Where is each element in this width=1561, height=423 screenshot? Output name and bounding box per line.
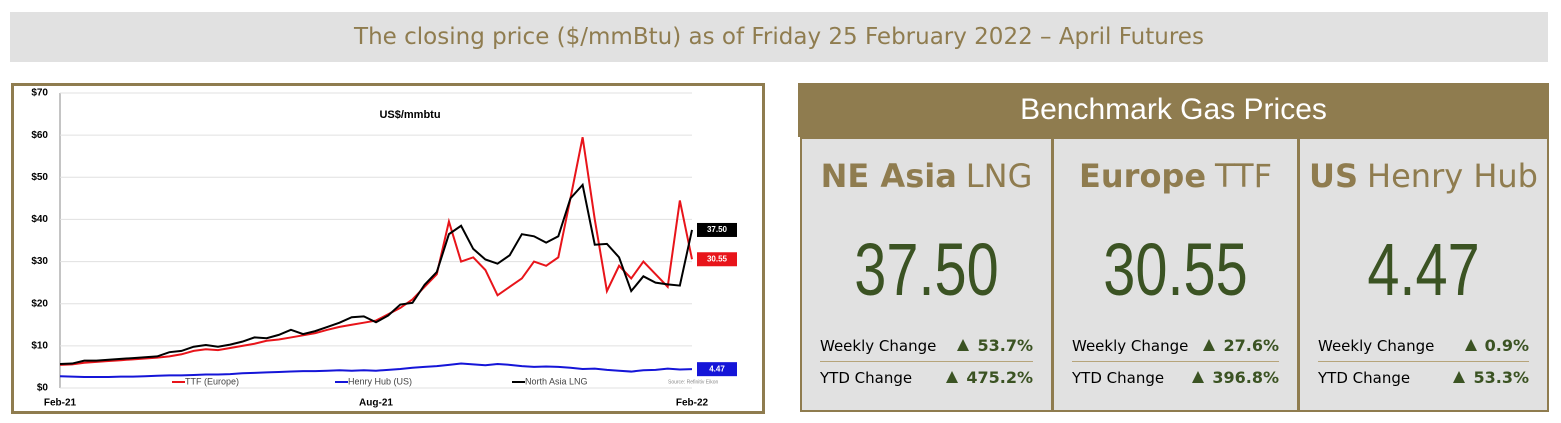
panel-name-rest: Henry Hub [1367,157,1538,195]
legend-label: TTF (Europe) [185,376,239,386]
weekly-row: Weekly Change 0.9% [1318,335,1529,359]
panel-name-bold: US [1309,157,1359,195]
ytd-row: YTD Change 396.8% [1072,367,1279,391]
end-label: 30.55 [707,254,728,263]
y-tick-label: $40 [31,214,48,225]
chart-title: US$/mmbtu [379,109,440,121]
weekly-value: 27.6% [1203,336,1279,355]
ytd-label: YTD Change [1072,369,1165,387]
header-title: The closing price ($/mmBtu) as of Friday… [10,12,1548,62]
benchmark-title: Benchmark Gas Prices [798,83,1549,137]
x-tick-label: Feb-22 [676,398,709,409]
ytd-row: YTD Change 53.3% [1318,367,1529,391]
up-arrow [1192,371,1205,383]
ytd-value: 53.3% [1453,368,1529,387]
ytd-label: YTD Change [820,369,913,387]
panel-name: US Henry Hub [1300,157,1547,195]
benchmark-panel: US Henry Hub 4.47 Weekly Change 0.9% YTD Chan… [1298,137,1549,412]
y-tick-label: $30 [31,256,48,267]
ytd-change: 53.3% [1473,368,1529,387]
ytd-row: YTD Change 475.2% [820,367,1033,391]
up-arrow [1453,371,1466,383]
weekly-change: 27.6% [1223,336,1279,355]
x-tick-label: Aug-21 [359,398,393,409]
end-label-box [697,252,737,267]
panel-name: NE Asia LNG [802,157,1051,195]
source: Source: Refinitiv Eikon [668,379,719,385]
legend-label: Henry Hub (US) [348,376,412,386]
ytd-change: 475.2% [966,368,1033,387]
panel-name-rest: TTF [1215,157,1272,195]
panel-name-bold: NE Asia [820,157,957,195]
end-label: 37.50 [707,225,728,234]
up-arrow [1464,339,1477,351]
y-tick-label: $50 [31,172,48,183]
weekly-label: Weekly Change [1072,337,1189,355]
benchmark-panel: NE Asia LNG 37.50 Weekly Change 53.7% YTD Cha… [800,137,1053,412]
weekly-value: 0.9% [1464,336,1529,355]
weekly-change: 53.7% [977,336,1033,355]
chart: US$/mmbtu Source: Refinitiv Eikon $0 $10 $… [11,83,765,414]
panel-name-rest: LNG [965,157,1033,195]
up-arrow [1203,339,1216,351]
panel-name-bold: Europe [1079,157,1207,195]
weekly-label: Weekly Change [820,337,937,355]
weekly-change: 0.9% [1484,336,1529,355]
y-tick-label: $10 [31,340,48,351]
end-label-box [697,362,737,377]
series-line [59,137,693,366]
series-line [59,182,693,365]
end-label-box [697,222,737,237]
divider [820,361,1033,362]
ytd-value: 396.8% [1192,368,1279,387]
up-arrow [946,371,959,383]
divider [1072,361,1279,362]
ytd-value: 475.2% [946,368,1033,387]
y-tick-label: $60 [31,130,48,141]
benchmark-panel: Europe TTF 30.55 Weekly Change 27.6% YTD Chan… [1052,137,1299,412]
series-line [59,362,693,379]
y-tick-label: $0 [37,383,49,394]
divider [1318,361,1529,362]
weekly-row: Weekly Change 53.7% [820,335,1033,359]
weekly-value: 53.7% [957,336,1033,355]
ytd-label: YTD Change [1318,369,1411,387]
up-arrow [957,339,970,351]
weekly-label: Weekly Change [1318,337,1435,355]
weekly-row: Weekly Change 27.6% [1072,335,1279,359]
end-label: 4.47 [709,364,725,373]
panel-name: Europe TTF [1054,157,1297,195]
legend-label: North Asia LNG [525,376,588,386]
ytd-change: 396.8% [1212,368,1279,387]
y-tick-label: $20 [31,298,48,309]
x-tick-label: Feb-21 [44,398,77,409]
panel-price: 30.55 [1103,228,1248,311]
panel-price: 37.50 [854,228,999,311]
chart-frame [11,83,765,414]
y-tick-label: $70 [31,88,48,99]
panel-price: 4.47 [1367,228,1480,311]
